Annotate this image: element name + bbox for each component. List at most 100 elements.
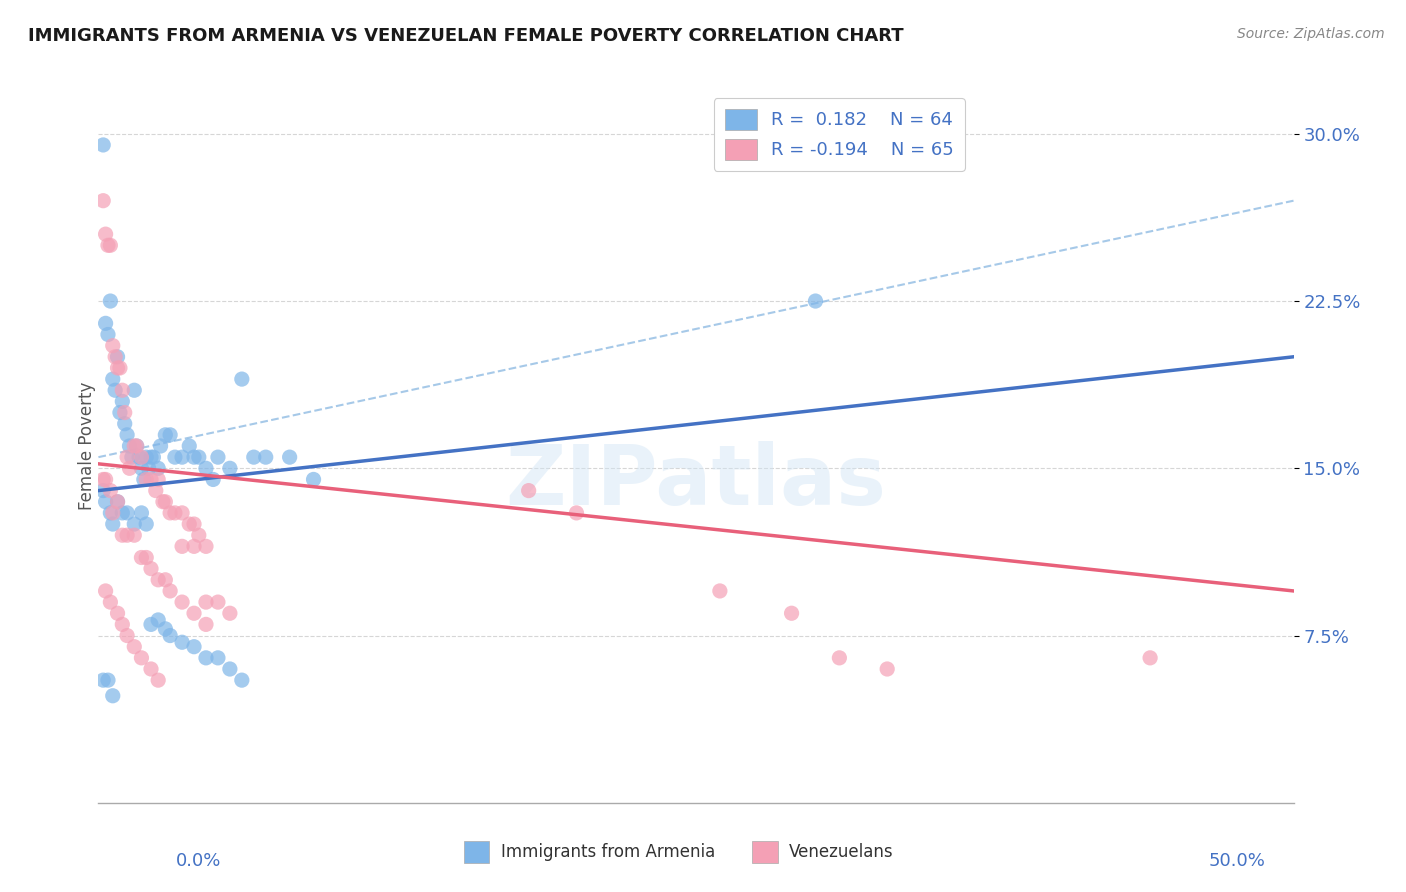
Point (91, 137, 114, 152)
Point (149, 439, 172, 453)
Point (111, 617, 134, 632)
Point (94, 494, 117, 508)
Point (108, 405, 131, 419)
Point (145, 483, 167, 498)
Text: 50.0%: 50.0% (1209, 852, 1265, 870)
Point (101, 516, 124, 531)
Point (115, 628, 138, 642)
Point (159, 506, 181, 520)
Point (94, 316, 117, 330)
Point (139, 617, 162, 632)
Bar (752, 841, 778, 863)
Point (98, 483, 122, 498)
Text: Source: ZipAtlas.com: Source: ZipAtlas.com (1237, 27, 1385, 41)
Point (131, 450, 153, 464)
Point (121, 450, 143, 464)
Point (159, 427, 181, 442)
Point (98, 238, 122, 252)
Point (183, 640, 205, 654)
Point (195, 617, 218, 632)
Point (124, 384, 146, 398)
Point (91, 473, 114, 487)
Point (114, 417, 136, 431)
Point (172, 595, 194, 609)
Point (91, 194, 114, 208)
Point (139, 450, 162, 464)
Point (138, 461, 160, 475)
Point (114, 405, 136, 419)
Point (159, 583, 181, 598)
Point (132, 473, 155, 487)
Point (97, 238, 120, 252)
Point (179, 516, 201, 531)
Point (97, 327, 120, 342)
Point (709, 583, 731, 598)
Point (115, 450, 138, 464)
Point (101, 506, 124, 520)
Point (155, 494, 177, 508)
Point (118, 461, 141, 475)
Y-axis label: Female Poverty: Female Poverty (79, 382, 96, 510)
Point (142, 450, 165, 464)
Point (183, 450, 205, 464)
Point (139, 473, 162, 487)
Point (125, 439, 148, 453)
Point (195, 651, 218, 665)
Point (254, 450, 277, 464)
Point (207, 651, 229, 665)
Point (187, 450, 209, 464)
Point (172, 506, 194, 520)
Point (124, 516, 146, 531)
Point (207, 450, 229, 464)
Point (155, 573, 177, 587)
Point (195, 539, 218, 553)
Point (302, 473, 325, 487)
Point (91, 673, 114, 687)
Point (155, 622, 177, 636)
Point (107, 350, 129, 364)
Point (219, 607, 242, 621)
Point (118, 439, 141, 453)
Point (107, 607, 129, 621)
Point (207, 595, 229, 609)
Point (172, 539, 194, 553)
Point (104, 350, 127, 364)
Point (231, 372, 253, 386)
Text: Immigrants from Armenia: Immigrants from Armenia (501, 843, 714, 862)
Text: 0.0%: 0.0% (176, 852, 221, 870)
Point (219, 662, 242, 676)
Point (148, 573, 170, 587)
Point (131, 550, 153, 565)
Point (148, 613, 170, 627)
Point (179, 439, 201, 453)
Point (124, 528, 146, 542)
Point (517, 483, 540, 498)
Point (876, 662, 898, 676)
Point (1139, 651, 1161, 665)
Point (231, 673, 253, 687)
Legend: R =  0.182    N = 64, R = -0.194    N = 65: R = 0.182 N = 64, R = -0.194 N = 65 (714, 98, 965, 170)
Point (101, 689, 124, 703)
Point (243, 450, 266, 464)
Point (124, 439, 146, 453)
Point (108, 360, 131, 375)
Point (135, 550, 157, 565)
Point (195, 595, 218, 609)
Point (107, 494, 129, 508)
Point (163, 450, 186, 464)
Point (124, 640, 146, 654)
Point (94, 227, 117, 241)
Point (115, 528, 138, 542)
Point (115, 427, 138, 442)
Point (152, 494, 174, 508)
Point (565, 506, 588, 520)
Point (111, 394, 134, 409)
Point (139, 562, 162, 576)
Point (101, 338, 124, 352)
Point (202, 473, 225, 487)
Point (115, 506, 138, 520)
Point (183, 516, 205, 531)
Point (804, 293, 827, 308)
Point (159, 628, 181, 642)
Point (135, 516, 157, 531)
